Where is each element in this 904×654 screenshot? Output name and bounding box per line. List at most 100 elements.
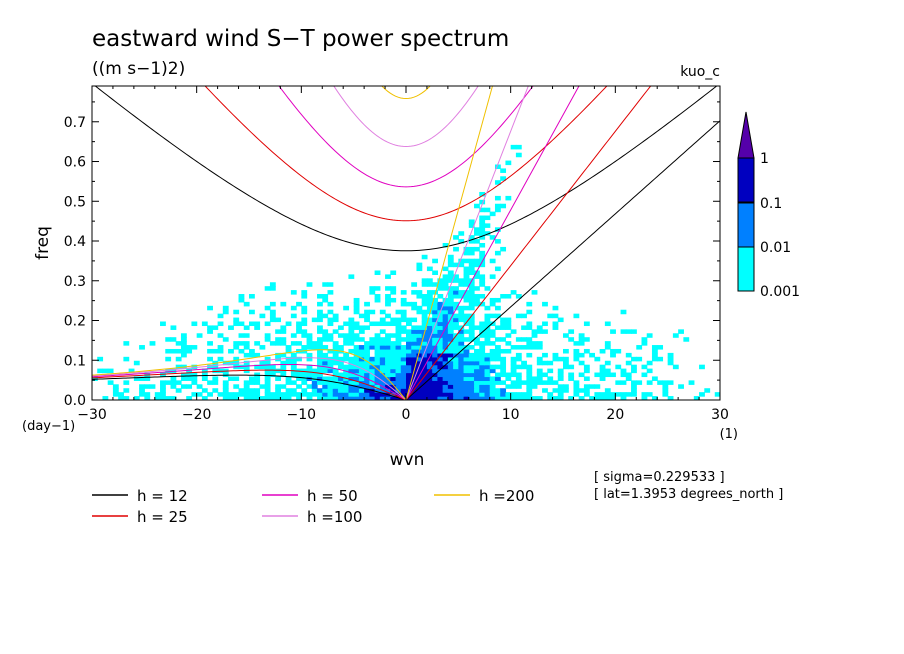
heatmap-cell (306, 396, 313, 400)
heatmap-cell (379, 356, 386, 362)
heatmap-cell (290, 388, 297, 393)
heatmap-cell (264, 321, 271, 327)
heatmap-cell (275, 396, 281, 400)
heatmap-cell (484, 305, 491, 311)
heatmap-cell (468, 262, 475, 268)
heatmap-cell (416, 368, 423, 374)
heatmap-cell (474, 231, 480, 236)
heatmap-cell (217, 321, 224, 327)
heatmap-cell (411, 317, 418, 323)
heatmap-cell (416, 352, 423, 358)
heatmap-cell (411, 305, 418, 311)
heatmap-cell (583, 348, 590, 354)
heatmap-cell (390, 333, 397, 338)
heatmap-cell (573, 313, 580, 319)
heatmap-cell (453, 356, 459, 362)
heatmap-cell (421, 321, 428, 327)
x-axis: −30 −20 −10 0 10 20 30 (77, 86, 729, 423)
heatmap-cell (390, 356, 397, 362)
heatmap-cell (426, 380, 433, 385)
heatmap-cell (406, 333, 412, 338)
heatmap-cell (489, 392, 496, 397)
heatmap-cell (505, 317, 512, 323)
heatmap-cell (395, 364, 402, 370)
heatmap-cell (521, 364, 527, 370)
heatmap-cell (175, 388, 182, 393)
heatmap-cell (421, 356, 428, 362)
heatmap-cell (238, 297, 245, 303)
heatmap-cell (442, 301, 449, 307)
heatmap-cell (322, 333, 329, 338)
heatmap-cell (243, 341, 250, 346)
heatmap-cell (364, 301, 370, 307)
heatmap-cell (301, 329, 308, 334)
heatmap-cell (651, 348, 658, 354)
heatmap-cell (646, 333, 653, 338)
heatmap-cell (149, 384, 156, 389)
heatmap-cell (123, 388, 130, 393)
y-tick-label: 0.1 (64, 353, 86, 369)
heatmap-cell (374, 270, 381, 275)
heatmap-cell (233, 396, 240, 400)
heatmap-cell (620, 368, 627, 374)
heatmap-cell (426, 345, 433, 350)
heatmap-cell (337, 376, 344, 381)
heatmap-cell (505, 372, 512, 378)
heatmap-cell (390, 290, 397, 295)
heatmap-cell (264, 368, 271, 374)
heatmap-cell (400, 376, 407, 381)
heatmap-cell (531, 396, 538, 400)
heatmap-cell (369, 372, 376, 378)
heatmap-cell (411, 290, 418, 295)
heatmap-cell (442, 396, 449, 400)
heatmap-cell (536, 329, 543, 334)
heatmap-cell (201, 368, 208, 374)
heatmap-cell (531, 345, 538, 350)
heatmap-cell (447, 329, 454, 334)
heatmap-cell (385, 360, 391, 366)
heatmap-cell (369, 396, 376, 400)
heatmap-cell (311, 380, 318, 385)
heatmap-cell (139, 392, 145, 397)
heatmap-cell (526, 396, 533, 400)
heatmap-cell (217, 392, 224, 397)
heatmap-cell (426, 384, 433, 389)
heatmap-cell (358, 388, 365, 393)
heatmap-cell (275, 341, 281, 346)
heatmap-cell (458, 329, 465, 334)
heatmap-cell (411, 348, 418, 354)
heatmap-cell (186, 372, 193, 378)
heatmap-cell (505, 396, 512, 400)
heatmap-cell (249, 294, 255, 299)
heatmap-cell (233, 345, 240, 350)
heatmap-cell (327, 360, 334, 366)
heatmap-cell (306, 352, 313, 358)
heatmap-cell (348, 356, 355, 362)
heatmap-cell (442, 317, 449, 323)
heatmap-cell (484, 215, 491, 221)
heatmap-cell (416, 290, 423, 295)
heatmap-cell (217, 313, 224, 319)
heatmap-cell (442, 266, 449, 272)
heatmap-cell (458, 333, 465, 338)
heatmap-cell (563, 356, 569, 362)
heatmap-cell (217, 345, 224, 350)
colorbar-level-label: 1 (760, 151, 769, 167)
heatmap-cell (515, 372, 522, 378)
heatmap-cell (510, 345, 517, 350)
heatmap-cell (557, 388, 564, 393)
heatmap-cell (479, 392, 486, 397)
heatmap-cell (453, 360, 459, 366)
heatmap-cell (437, 348, 444, 354)
heatmap-cell (416, 360, 423, 366)
heatmap-cell (557, 356, 564, 362)
heatmap-cell (406, 368, 412, 374)
heatmap-cell (243, 396, 250, 400)
heatmap-cell (348, 321, 355, 327)
heatmap-cell (447, 356, 454, 362)
heatmap-cell (610, 372, 616, 378)
heatmap-cell (704, 388, 711, 393)
heatmap-cell (275, 384, 281, 389)
heatmap-cell (474, 352, 480, 358)
heatmap-cell (458, 380, 465, 385)
